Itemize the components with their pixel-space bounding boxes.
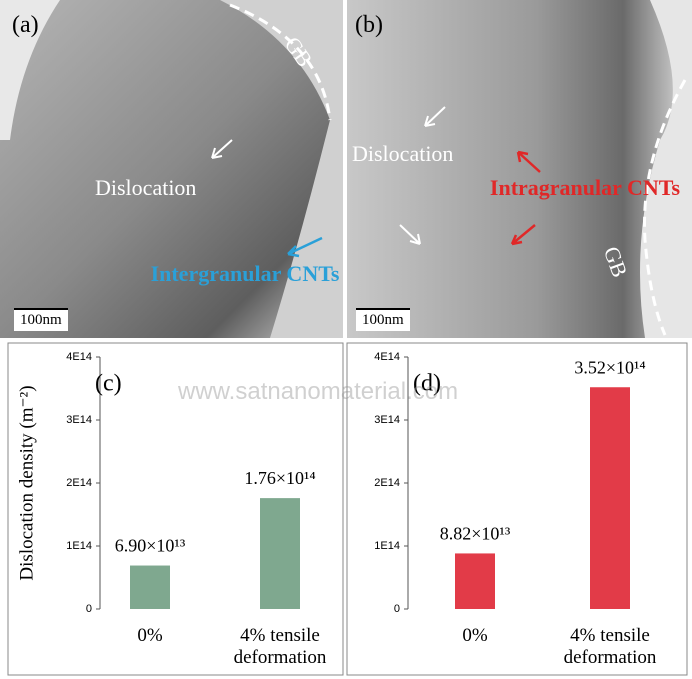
annotation: Intragranular CNTs [489, 175, 680, 200]
y-tick-label: 0 [86, 603, 92, 615]
grain-bg [0, 0, 60, 140]
gb-line [229, 3, 332, 121]
arrow [399, 224, 421, 245]
grain-bg [640, 0, 692, 338]
scale-bar: 100nm [14, 308, 68, 331]
annotation: Intergranular CNTs [150, 261, 340, 286]
arrow [516, 150, 541, 173]
annotation: Dislocation [95, 175, 197, 200]
panel-label: (c) [95, 371, 122, 397]
x-tick-label: 4% tensile deformation [563, 625, 657, 668]
watermark: www.satnanomaterial.com [178, 378, 459, 405]
y-tick-label: 1E14 [374, 540, 400, 552]
y-tick-label: 4E14 [66, 351, 92, 363]
y-tick-label: 1E14 [66, 540, 92, 552]
bar [590, 387, 630, 609]
panel-frame [7, 342, 344, 676]
arrow [510, 224, 536, 246]
panel-frame [346, 342, 688, 676]
y-tick-label: 4E14 [374, 351, 400, 363]
y-tick-label: 0 [394, 603, 400, 615]
bar [130, 565, 170, 609]
bar [455, 553, 495, 609]
scale-bar: 100nm [356, 308, 410, 331]
panel-label: (b) [355, 12, 383, 38]
y-axis-label: Dislocation density (m⁻²) [16, 385, 37, 580]
bar [260, 498, 300, 609]
arrow [211, 139, 233, 159]
value-label: 3.52×10¹⁴ [574, 357, 645, 377]
x-tick-label: 4% tensile deformation [233, 625, 327, 668]
value-label: 1.76×10¹⁴ [244, 468, 315, 488]
panel-label: (d) [413, 371, 441, 397]
value-label: 6.90×10¹³ [115, 536, 186, 556]
y-tick-label: 3E14 [374, 414, 400, 426]
x-tick-label: 0% [137, 625, 163, 646]
arrow [424, 106, 446, 127]
y-tick-label: 3E14 [66, 414, 92, 426]
micrograph-b [347, 0, 692, 338]
x-tick-label: 0% [462, 625, 488, 646]
y-tick-label: 2E14 [374, 477, 400, 489]
arrow [287, 236, 323, 258]
y-tick-label: 2E14 [66, 477, 92, 489]
micrograph-a [0, 0, 343, 338]
grain-bg [220, 0, 343, 338]
annotation: Dislocation [352, 141, 454, 166]
gb-line [643, 79, 687, 336]
value-label: 8.82×10¹³ [440, 524, 511, 544]
panel-label: (a) [12, 12, 39, 38]
